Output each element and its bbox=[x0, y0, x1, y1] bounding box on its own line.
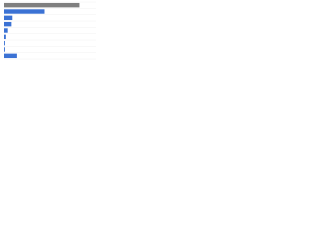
bar bbox=[4, 34, 6, 40]
bar bbox=[4, 53, 17, 59]
bar bbox=[4, 9, 45, 14]
bar bbox=[4, 21, 12, 27]
bar bbox=[4, 2, 80, 8]
chart bbox=[0, 0, 100, 71]
bar bbox=[4, 47, 5, 52]
bar bbox=[4, 15, 13, 21]
bar bbox=[4, 28, 8, 33]
bar bbox=[4, 40, 5, 46]
